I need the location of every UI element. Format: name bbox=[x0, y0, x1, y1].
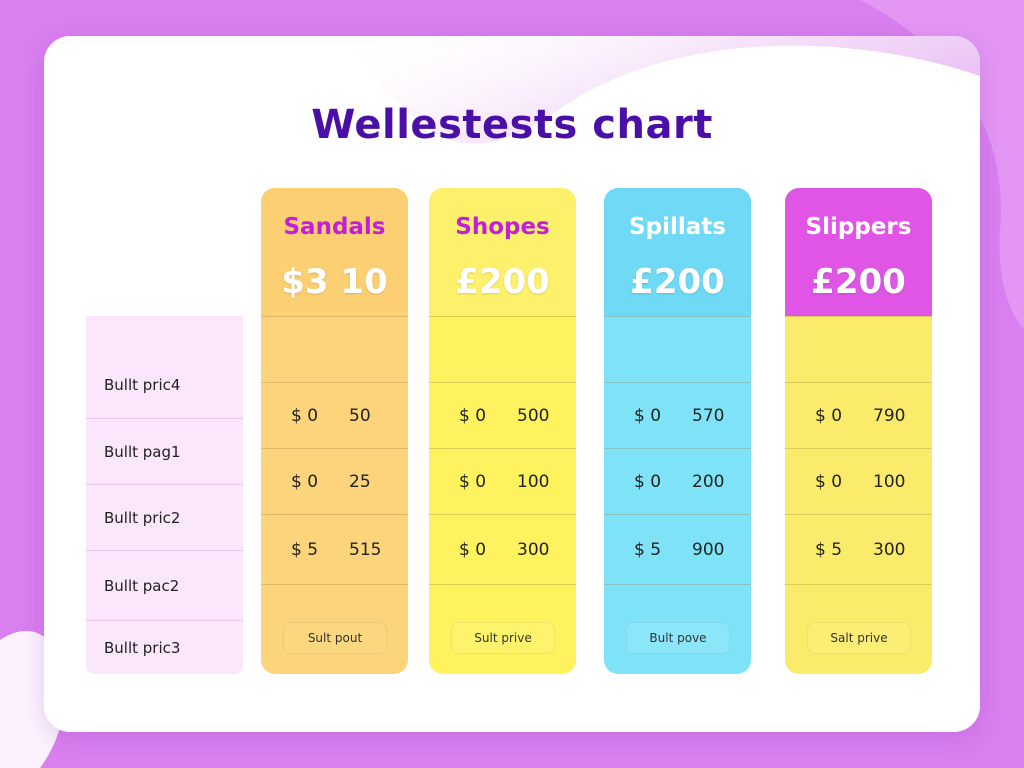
plan-column-spillats: Spillats £200 $ 0 570 $ 0 200 $ 5 900 Bult pove bbox=[604, 188, 751, 674]
plan-header: Shopes £200 bbox=[429, 188, 576, 316]
plan-price: $3 10 bbox=[281, 262, 388, 302]
cell-price-prefix: $ 0 bbox=[634, 471, 662, 492]
plan-select-button[interactable]: Sult prive bbox=[451, 622, 555, 654]
cell-price-prefix: $ 0 bbox=[459, 539, 487, 560]
plan-cell: $ 0 570 bbox=[604, 382, 751, 448]
plan-select-button[interactable]: Sult pout bbox=[283, 622, 387, 654]
card-background-wash bbox=[344, 36, 980, 144]
plan-select-button[interactable]: Bult pove bbox=[626, 622, 730, 654]
plan-header: Slippers £200 bbox=[785, 188, 932, 316]
cell-value: 790 bbox=[873, 405, 906, 426]
cell-price-prefix: $ 5 bbox=[291, 539, 319, 560]
cell-value: 300 bbox=[873, 539, 906, 560]
cell-price-prefix: $ 0 bbox=[459, 471, 487, 492]
cell-value: 900 bbox=[692, 539, 725, 560]
plan-cell bbox=[785, 316, 932, 382]
plan-cell bbox=[429, 316, 576, 382]
plan-footer-divider bbox=[429, 584, 576, 585]
plan-cell: $ 0 25 bbox=[261, 448, 408, 514]
cell-price-prefix: $ 5 bbox=[815, 539, 843, 560]
cell-price-prefix: $ 5 bbox=[634, 539, 662, 560]
cell-value: 50 bbox=[349, 405, 371, 426]
cell-value: 200 bbox=[692, 471, 725, 492]
plan-column-sandals: Sandals $3 10 $ 0 50 $ 0 25 $ 5 515 Sult pout bbox=[261, 188, 408, 674]
plan-cell: $ 0 200 bbox=[604, 448, 751, 514]
row-label: Bullt pac2 bbox=[86, 550, 243, 620]
plan-footer-divider bbox=[604, 584, 751, 585]
plan-column-slippers: Slippers £200 $ 0 790 $ 0 100 $ 5 300 Salt prive bbox=[785, 188, 932, 674]
plan-cell: $ 0 300 bbox=[429, 514, 576, 584]
cell-price-prefix: $ 0 bbox=[815, 471, 843, 492]
row-label: Bullt pric2 bbox=[86, 484, 243, 550]
plan-header: Sandals $3 10 bbox=[261, 188, 408, 316]
plan-cell: $ 5 900 bbox=[604, 514, 751, 584]
cell-value: 515 bbox=[349, 539, 382, 560]
cell-value: 570 bbox=[692, 405, 725, 426]
plan-footer-divider bbox=[785, 584, 932, 585]
plan-name: Shopes bbox=[455, 214, 550, 240]
cell-value: 100 bbox=[517, 471, 550, 492]
plan-select-button[interactable]: Salt prive bbox=[807, 622, 911, 654]
cell-value: 100 bbox=[873, 471, 906, 492]
row-label: Bullt pag1 bbox=[86, 418, 243, 484]
cell-price-prefix: $ 0 bbox=[634, 405, 662, 426]
plan-cell bbox=[261, 316, 408, 382]
plan-name: Sandals bbox=[283, 214, 386, 240]
plan-cell bbox=[604, 316, 751, 382]
plan-cell: $ 0 100 bbox=[785, 448, 932, 514]
cell-value: 25 bbox=[349, 471, 371, 492]
plan-price: £200 bbox=[455, 262, 550, 302]
plan-cell: $ 0 790 bbox=[785, 382, 932, 448]
cell-value: 500 bbox=[517, 405, 550, 426]
cell-price-prefix: $ 0 bbox=[815, 405, 843, 426]
plan-header: Spillats £200 bbox=[604, 188, 751, 316]
plan-price: £200 bbox=[630, 262, 725, 302]
plan-price: £200 bbox=[811, 262, 906, 302]
row-label-column: Bullt pric4 Bullt pag1 Bullt pric2 Bullt pa… bbox=[86, 316, 243, 674]
cell-price-prefix: $ 0 bbox=[459, 405, 487, 426]
plan-cell: $ 0 100 bbox=[429, 448, 576, 514]
plan-name: Spillats bbox=[629, 214, 726, 240]
page-title: Wellestests chart bbox=[311, 102, 713, 148]
plan-name: Slippers bbox=[805, 214, 912, 240]
plan-cell: $ 0 50 bbox=[261, 382, 408, 448]
pricing-card: Wellestests chart Bullt pric4 Bullt pag1 B… bbox=[44, 36, 980, 732]
row-label: Bullt pric4 bbox=[104, 376, 181, 394]
cell-price-prefix: $ 0 bbox=[291, 471, 319, 492]
cell-value: 300 bbox=[517, 539, 550, 560]
row-label: Bullt pric3 bbox=[86, 620, 243, 674]
plan-cell: $ 5 515 bbox=[261, 514, 408, 584]
plan-footer-divider bbox=[261, 584, 408, 585]
plan-cell: $ 5 300 bbox=[785, 514, 932, 584]
plan-cell: $ 0 500 bbox=[429, 382, 576, 448]
cell-price-prefix: $ 0 bbox=[291, 405, 319, 426]
plan-column-shopes: Shopes £200 $ 0 500 $ 0 100 $ 0 300 Sult prive bbox=[429, 188, 576, 674]
